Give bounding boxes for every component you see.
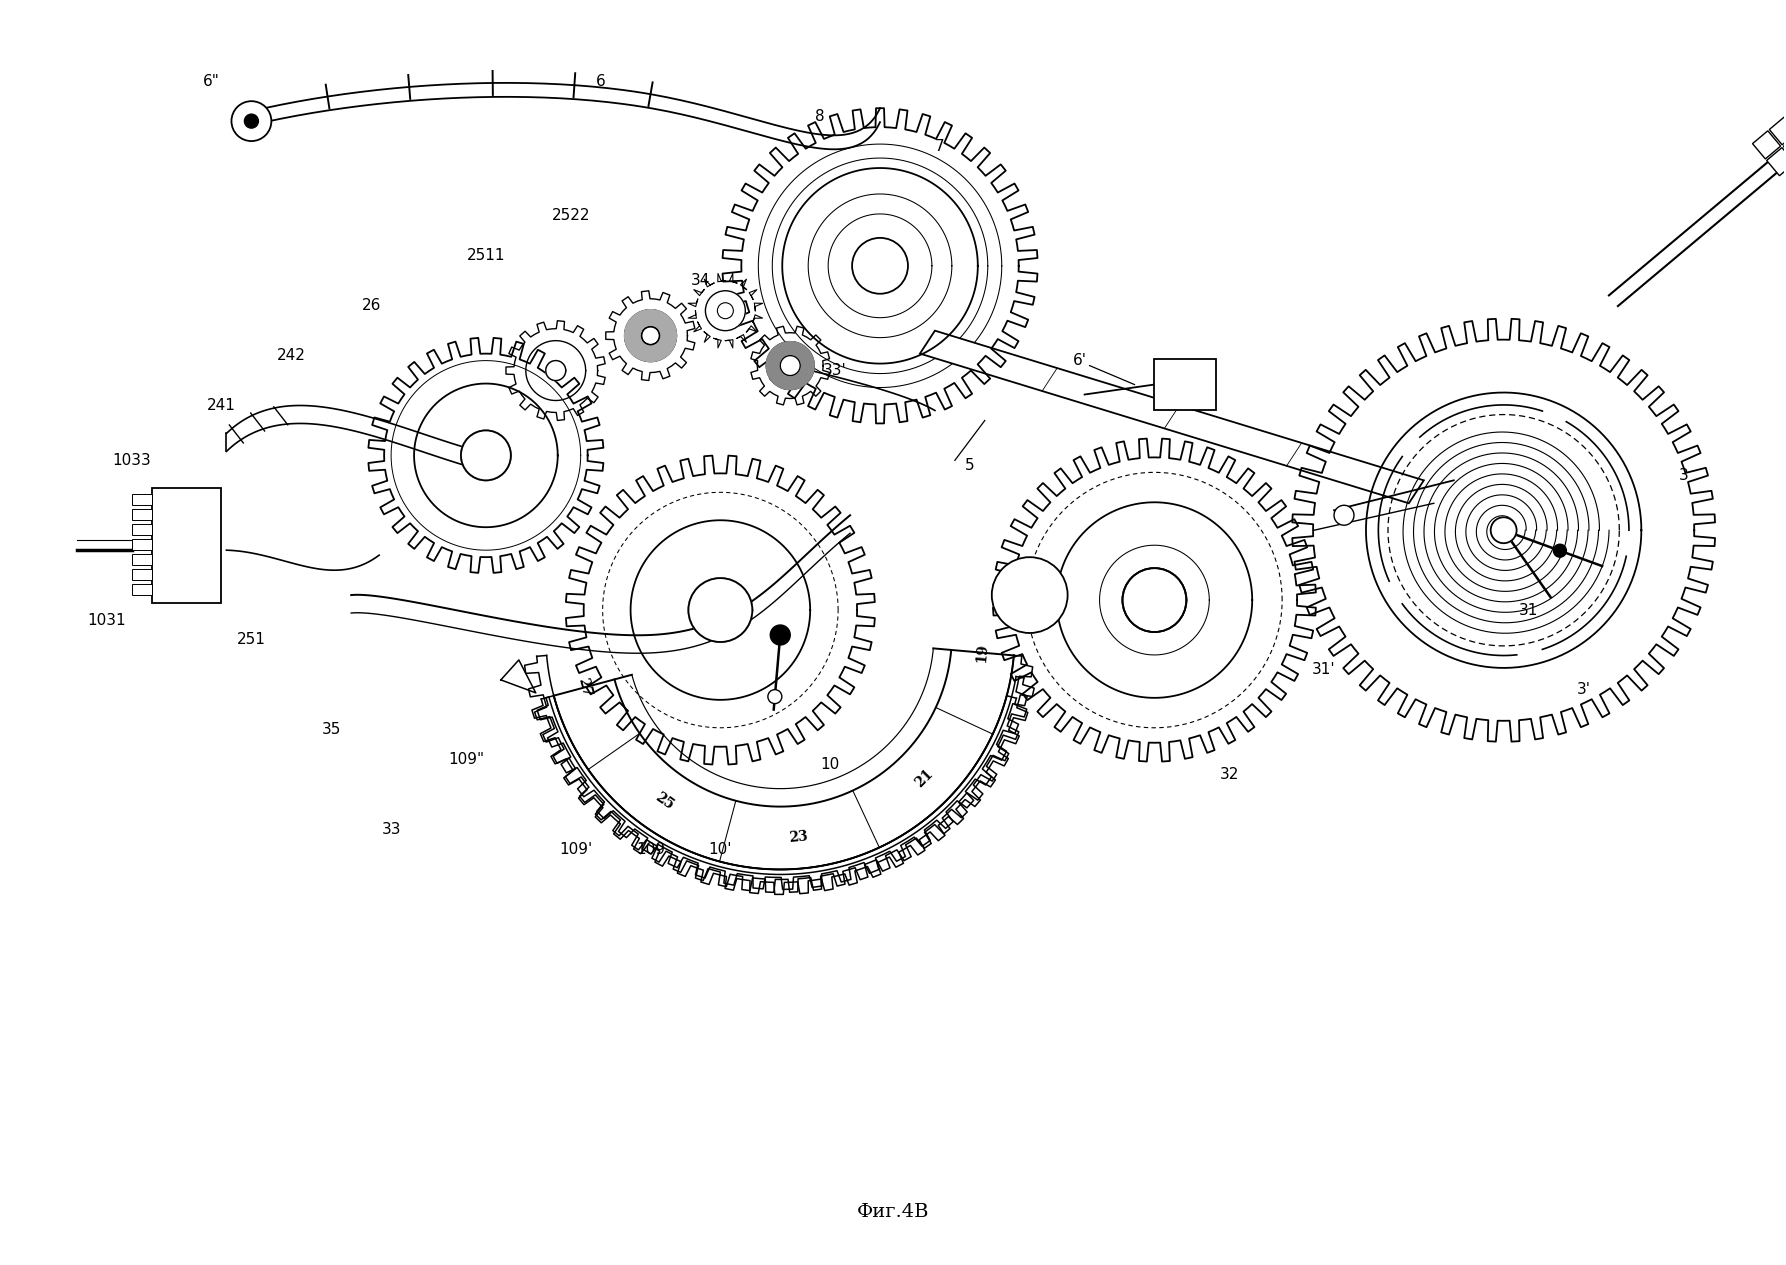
Polygon shape <box>132 554 152 565</box>
Circle shape <box>1491 517 1516 543</box>
Polygon shape <box>132 495 152 505</box>
Circle shape <box>232 101 271 142</box>
Circle shape <box>780 355 800 376</box>
Circle shape <box>245 114 259 128</box>
Text: 6': 6' <box>1073 353 1086 368</box>
Text: 27: 27 <box>575 677 593 698</box>
Text: 33': 33' <box>823 363 847 378</box>
Text: 8: 8 <box>816 109 825 124</box>
Polygon shape <box>1752 130 1781 159</box>
Circle shape <box>1334 505 1354 525</box>
Text: 242: 242 <box>277 348 305 363</box>
Text: 109": 109" <box>448 753 484 767</box>
Text: 3: 3 <box>1679 468 1688 483</box>
Circle shape <box>770 625 789 645</box>
Text: 31: 31 <box>1518 602 1538 617</box>
Circle shape <box>547 361 566 381</box>
Text: 2511: 2511 <box>466 248 505 263</box>
Text: 35: 35 <box>321 722 341 737</box>
Circle shape <box>852 238 907 293</box>
Text: 32: 32 <box>1220 767 1239 782</box>
Text: 10: 10 <box>820 758 839 772</box>
Text: 2522: 2522 <box>552 209 589 224</box>
Text: 10': 10' <box>709 842 732 856</box>
Text: 34: 34 <box>691 273 711 288</box>
Text: 19: 19 <box>975 643 991 663</box>
FancyBboxPatch shape <box>152 488 221 603</box>
Circle shape <box>718 302 734 319</box>
Text: 1031: 1031 <box>88 612 127 627</box>
Text: 23: 23 <box>788 830 807 845</box>
Text: 241: 241 <box>207 398 236 412</box>
Polygon shape <box>132 569 152 581</box>
Text: 7: 7 <box>936 139 945 153</box>
Polygon shape <box>132 584 152 595</box>
Polygon shape <box>132 510 152 520</box>
Text: Фиг.4В: Фиг.4В <box>857 1203 929 1221</box>
Circle shape <box>641 326 659 344</box>
FancyBboxPatch shape <box>1154 358 1216 410</box>
Text: 1033: 1033 <box>113 453 152 468</box>
Text: 21: 21 <box>913 767 936 791</box>
Polygon shape <box>1784 134 1786 162</box>
Circle shape <box>705 291 745 330</box>
Polygon shape <box>132 539 152 550</box>
Circle shape <box>766 342 814 390</box>
Polygon shape <box>1766 148 1786 176</box>
Text: 109: 109 <box>636 842 664 856</box>
Text: 26: 26 <box>361 299 380 314</box>
Circle shape <box>768 689 782 703</box>
Text: 33: 33 <box>382 822 400 837</box>
Circle shape <box>688 578 752 641</box>
Circle shape <box>991 557 1068 632</box>
Polygon shape <box>920 330 1423 503</box>
Polygon shape <box>132 524 152 535</box>
Text: 251: 251 <box>238 632 266 648</box>
Polygon shape <box>1770 116 1786 144</box>
Text: 109': 109' <box>559 842 593 856</box>
Circle shape <box>461 430 511 481</box>
Text: 6": 6" <box>204 73 220 89</box>
Circle shape <box>625 310 677 362</box>
Circle shape <box>1554 544 1566 557</box>
Text: 3': 3' <box>1577 682 1591 697</box>
Text: 25: 25 <box>652 791 675 812</box>
Text: 5: 5 <box>964 458 975 473</box>
Circle shape <box>641 326 659 344</box>
Text: 6: 6 <box>597 73 605 89</box>
Circle shape <box>1122 568 1186 632</box>
Text: 31': 31' <box>1313 663 1336 678</box>
Circle shape <box>1122 568 1186 632</box>
